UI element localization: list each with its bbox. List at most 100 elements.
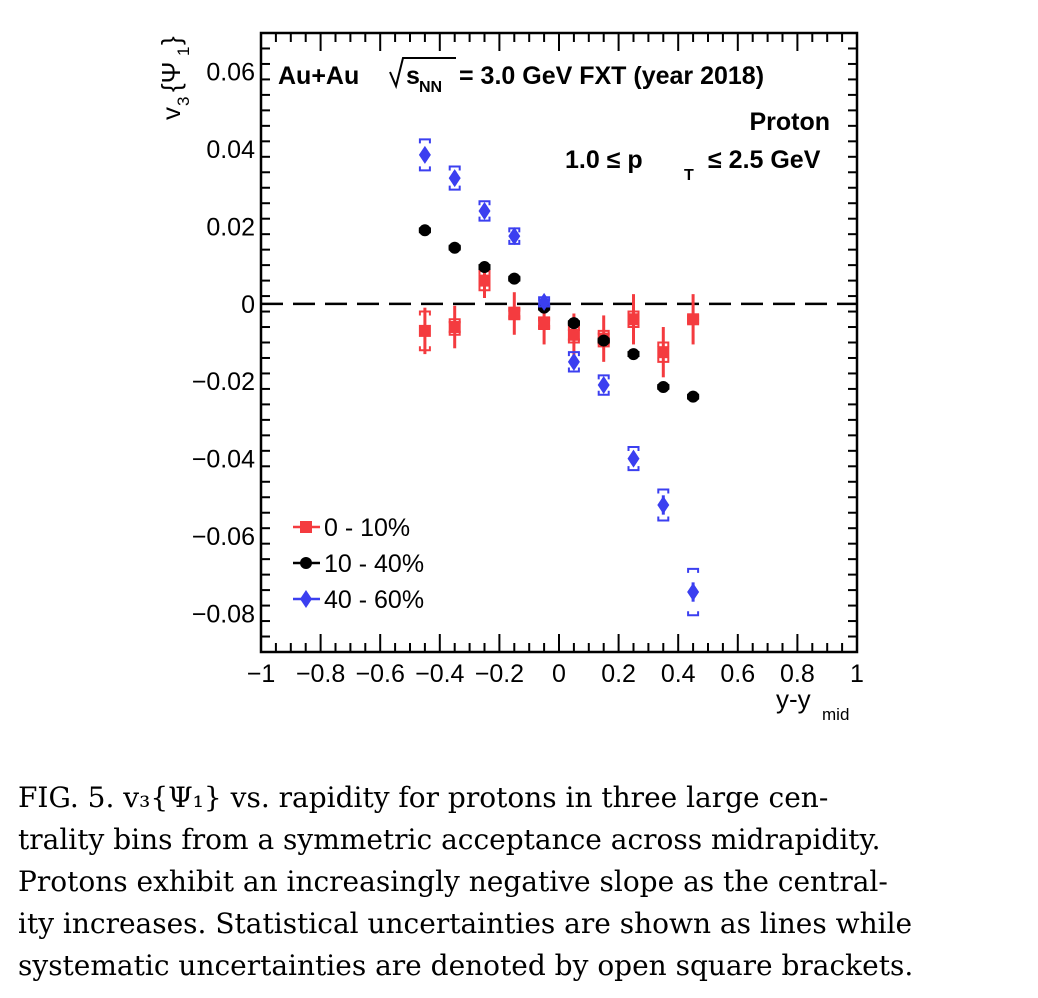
v3-rapidity-chart: −1 −0.8 −0.6 −0.4 −0.2 0 0.2 0.4 0.6 0.8 1 0.06 0.04… bbox=[156, 31, 864, 724]
marker-diamond bbox=[538, 292, 551, 311]
y-tick-label: 0 bbox=[241, 291, 255, 319]
marker-square bbox=[448, 321, 461, 334]
data-point bbox=[478, 200, 491, 222]
marker-square bbox=[478, 274, 491, 287]
y-tick-label: 0.06 bbox=[206, 59, 255, 87]
pt-range-prefix: 1.0 ≤ p bbox=[565, 146, 643, 174]
marker-circle bbox=[478, 261, 491, 274]
data-point bbox=[657, 380, 670, 393]
energy-subscript: NN bbox=[419, 79, 442, 96]
marker-diamond bbox=[687, 583, 700, 602]
data-point bbox=[448, 305, 461, 349]
caption-line-4: ity increases. Statistical uncertainties… bbox=[18, 907, 913, 940]
y-axis-label: v 3 {Ψ 1 } bbox=[156, 36, 193, 120]
y-label-brace-sub: 1 bbox=[174, 47, 193, 56]
data-point bbox=[448, 165, 461, 191]
marker-diamond bbox=[657, 495, 670, 514]
data-point bbox=[687, 294, 700, 345]
sys-bracket-bottom bbox=[418, 166, 431, 172]
data-point bbox=[657, 327, 670, 378]
data-point bbox=[448, 241, 461, 254]
marker-diamond bbox=[627, 449, 640, 468]
data-point bbox=[567, 351, 580, 373]
x-axis-label: y-y mid bbox=[776, 684, 849, 724]
y-label-sub: 3 bbox=[174, 97, 193, 106]
x-tick-label: 0.6 bbox=[720, 660, 755, 688]
y-label-main: v bbox=[156, 107, 186, 120]
legend: 0 - 10% 10 - 40% 40 - 60% bbox=[293, 514, 424, 614]
series-diamond bbox=[418, 138, 700, 617]
legend-item: 0 - 10% bbox=[293, 514, 410, 542]
data-point bbox=[627, 348, 640, 361]
y-tick-label: 0.04 bbox=[206, 136, 255, 164]
x-tick-label: 0 bbox=[552, 660, 566, 688]
x-tick-label: 0.8 bbox=[780, 660, 815, 688]
x-tick-label: −1 bbox=[247, 660, 276, 688]
y-tick-label: 0.02 bbox=[206, 213, 255, 241]
x-tick-label: 1 bbox=[850, 660, 864, 688]
marker-square bbox=[627, 313, 640, 326]
data-point bbox=[508, 227, 521, 246]
energy-value: = 3.0 GeV FXT (year 2018) bbox=[459, 62, 764, 90]
data-point bbox=[567, 317, 580, 330]
pt-range-suffix: ≤ 2.5 GeV bbox=[708, 146, 821, 174]
data-point bbox=[538, 292, 551, 311]
caption-line-1: FIG. 5. v₃{Ψ₁} vs. rapidity for protons … bbox=[18, 781, 829, 814]
marker-circle bbox=[627, 348, 640, 361]
data-point bbox=[508, 292, 521, 335]
legend-item: 10 - 40% bbox=[293, 550, 424, 578]
sys-bracket-top bbox=[418, 138, 431, 144]
data-point bbox=[508, 272, 521, 285]
caption-line-5: systematic uncertainties are denoted by … bbox=[18, 949, 914, 982]
data-point bbox=[418, 307, 431, 355]
marker-circle bbox=[687, 390, 700, 403]
series-square bbox=[418, 263, 700, 378]
y-tick-label: −0.04 bbox=[192, 446, 255, 474]
sys-bracket-top bbox=[448, 165, 461, 171]
energy-annotation: s NN = 3.0 GeV FXT (year 2018) bbox=[389, 57, 764, 96]
series-circle bbox=[418, 224, 700, 403]
data-point bbox=[418, 138, 431, 172]
legend-item: 40 - 60% bbox=[293, 586, 424, 614]
legend-marker-diamond bbox=[300, 590, 312, 608]
particle-annotation: Proton bbox=[749, 108, 830, 136]
pt-range-subscript: T bbox=[684, 167, 694, 184]
marker-circle bbox=[567, 317, 580, 330]
sys-bracket-bottom bbox=[627, 466, 640, 472]
marker-circle bbox=[448, 241, 461, 254]
marker-diamond bbox=[597, 376, 610, 395]
marker-square bbox=[567, 328, 580, 341]
x-label-main: y-y bbox=[776, 684, 811, 714]
y-label-close: } bbox=[156, 36, 186, 45]
marker-diamond bbox=[448, 169, 461, 188]
system-annotation: Au+Au bbox=[278, 62, 359, 90]
sys-bracket-top bbox=[478, 200, 491, 206]
data-point bbox=[418, 224, 431, 237]
sys-bracket-bottom bbox=[597, 390, 610, 396]
marker-circle bbox=[657, 380, 670, 393]
data-point bbox=[687, 390, 700, 403]
marker-circle bbox=[508, 272, 521, 285]
sys-bracket-top bbox=[687, 567, 700, 573]
x-tick-label: −0.6 bbox=[356, 660, 405, 688]
sys-bracket-top bbox=[567, 351, 580, 357]
marker-diamond bbox=[478, 201, 491, 220]
data-point bbox=[597, 374, 610, 396]
marker-square bbox=[657, 346, 670, 359]
marker-square bbox=[538, 317, 551, 330]
legend-label: 0 - 10% bbox=[324, 514, 410, 542]
y-tick-label: −0.08 bbox=[192, 600, 255, 628]
sqrt-symbol bbox=[389, 57, 456, 90]
caption-line-2: trality bins from a symmetric acceptance… bbox=[18, 823, 881, 856]
sys-bracket-top bbox=[657, 488, 670, 494]
axes-layer: −1 −0.8 −0.6 −0.4 −0.2 0 0.2 0.4 0.6 0.8 1 0.06 0.04… bbox=[192, 31, 864, 688]
data-point bbox=[627, 445, 640, 472]
marker-diamond bbox=[418, 145, 431, 164]
figure-caption: FIG. 5. v₃{Ψ₁} vs. rapidity for protons … bbox=[18, 777, 1022, 987]
data-point bbox=[657, 488, 670, 522]
marker-circle bbox=[597, 334, 610, 347]
pt-range-annotation: 1.0 ≤ p T ≤ 2.5 GeV bbox=[565, 146, 821, 184]
x-label-sub: mid bbox=[822, 705, 849, 724]
x-tick-label: −0.4 bbox=[415, 660, 464, 688]
energy-symbol: s bbox=[406, 62, 420, 90]
